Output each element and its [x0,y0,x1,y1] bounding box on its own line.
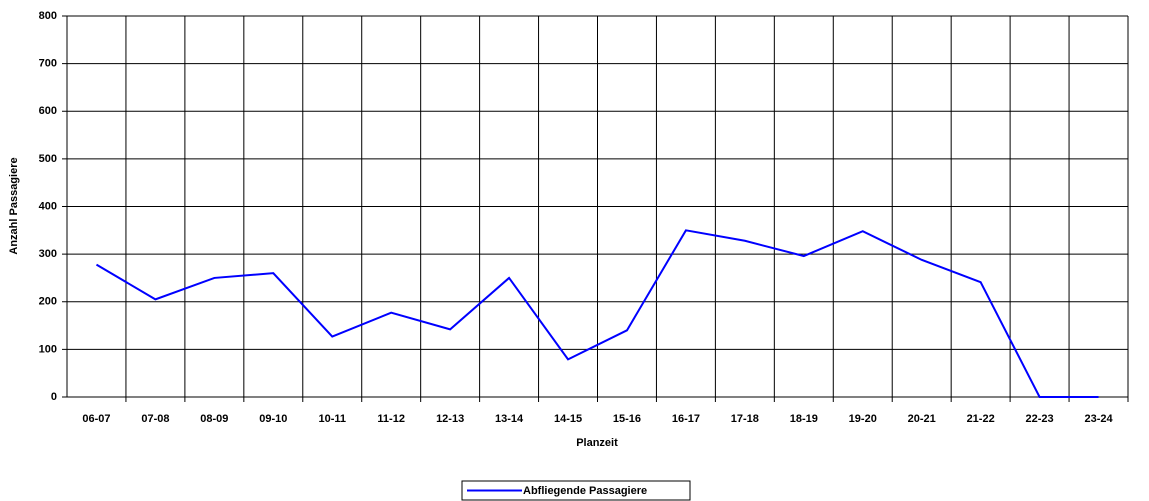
x-tick-label: 19-20 [849,413,877,425]
x-tick-label: 16-17 [672,413,700,425]
y-tick-label: 700 [39,58,57,70]
x-tick-label: 23-24 [1084,413,1113,425]
x-tick-label: 07-08 [141,413,169,425]
x-tick-label: 17-18 [731,413,759,425]
y-tick-label: 200 [39,296,57,308]
x-tick-label: 13-14 [495,413,524,425]
y-tick-label: 300 [39,248,57,260]
x-tick-label: 21-22 [967,413,995,425]
x-tick-label: 10-11 [318,413,346,425]
y-tick-label: 0 [51,391,57,403]
x-tick-label: 12-13 [436,413,464,425]
x-tick-label: 20-21 [908,413,936,425]
y-tick-label: 600 [39,105,57,117]
y-tick-label: 100 [39,343,57,355]
x-tick-label: 08-09 [200,413,228,425]
y-tick-label: 500 [39,153,57,165]
legend-label: Abfliegende Passagiere [523,485,647,497]
y-axis-label: Anzahl Passagiere [8,157,20,254]
x-tick-label: 06-07 [82,413,110,425]
y-tick-label: 400 [39,200,57,212]
x-tick-label: 14-15 [554,413,582,425]
data-line [95,229,1099,398]
legend-box [461,480,691,501]
x-tick-label: 15-16 [613,413,641,425]
x-tick-label: 11-12 [377,413,405,425]
x-tick-label: 22-23 [1026,413,1054,425]
x-axis-label: Planzeit [576,437,618,449]
y-tick-label: 800 [39,10,57,22]
x-tick-label: 09-10 [259,413,287,425]
x-tick-label: 18-19 [790,413,818,425]
